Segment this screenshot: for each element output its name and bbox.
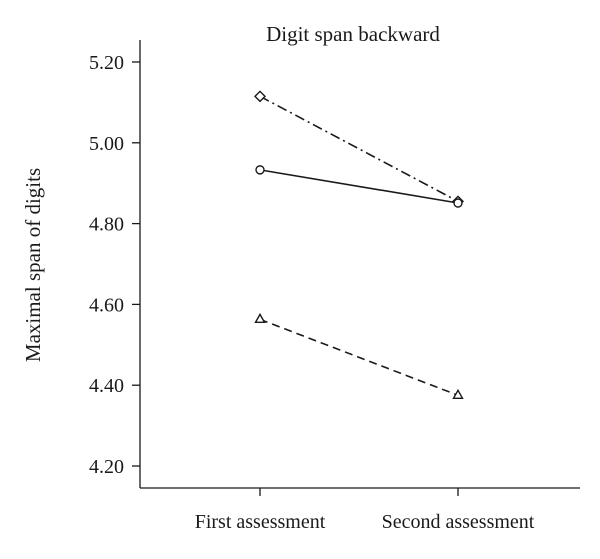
series-layer bbox=[254, 90, 464, 399]
y-tick-label: 4.20 bbox=[89, 456, 124, 478]
y-tick-label: 5.00 bbox=[89, 133, 124, 155]
series-line-diamond bbox=[259, 95, 459, 203]
y-axis-ticks: 4.20 4.40 4.60 4.80 5.00 5.20 bbox=[89, 52, 140, 478]
y-tick-label: 4.40 bbox=[89, 375, 124, 397]
series-line-triangle bbox=[259, 318, 459, 397]
x-axis-ticks: First assessment Second assessment bbox=[195, 488, 535, 533]
data-point-diamond bbox=[254, 90, 266, 103]
y-tick-label: 4.80 bbox=[89, 214, 124, 236]
data-point-triangle bbox=[452, 388, 464, 399]
series-line-circle bbox=[259, 169, 459, 204]
x-tick-label: First assessment bbox=[195, 511, 326, 533]
y-axis-label: Maximal span of digits bbox=[21, 168, 45, 362]
chart-title: Digit span backward bbox=[266, 22, 440, 46]
y-tick-label: 4.60 bbox=[89, 294, 124, 316]
data-point-triangle bbox=[254, 312, 266, 324]
x-tick-label: Second assessment bbox=[382, 511, 535, 533]
y-tick-label: 5.20 bbox=[89, 52, 124, 74]
data-point-circle bbox=[255, 165, 265, 175]
data-point-circle bbox=[453, 198, 463, 208]
